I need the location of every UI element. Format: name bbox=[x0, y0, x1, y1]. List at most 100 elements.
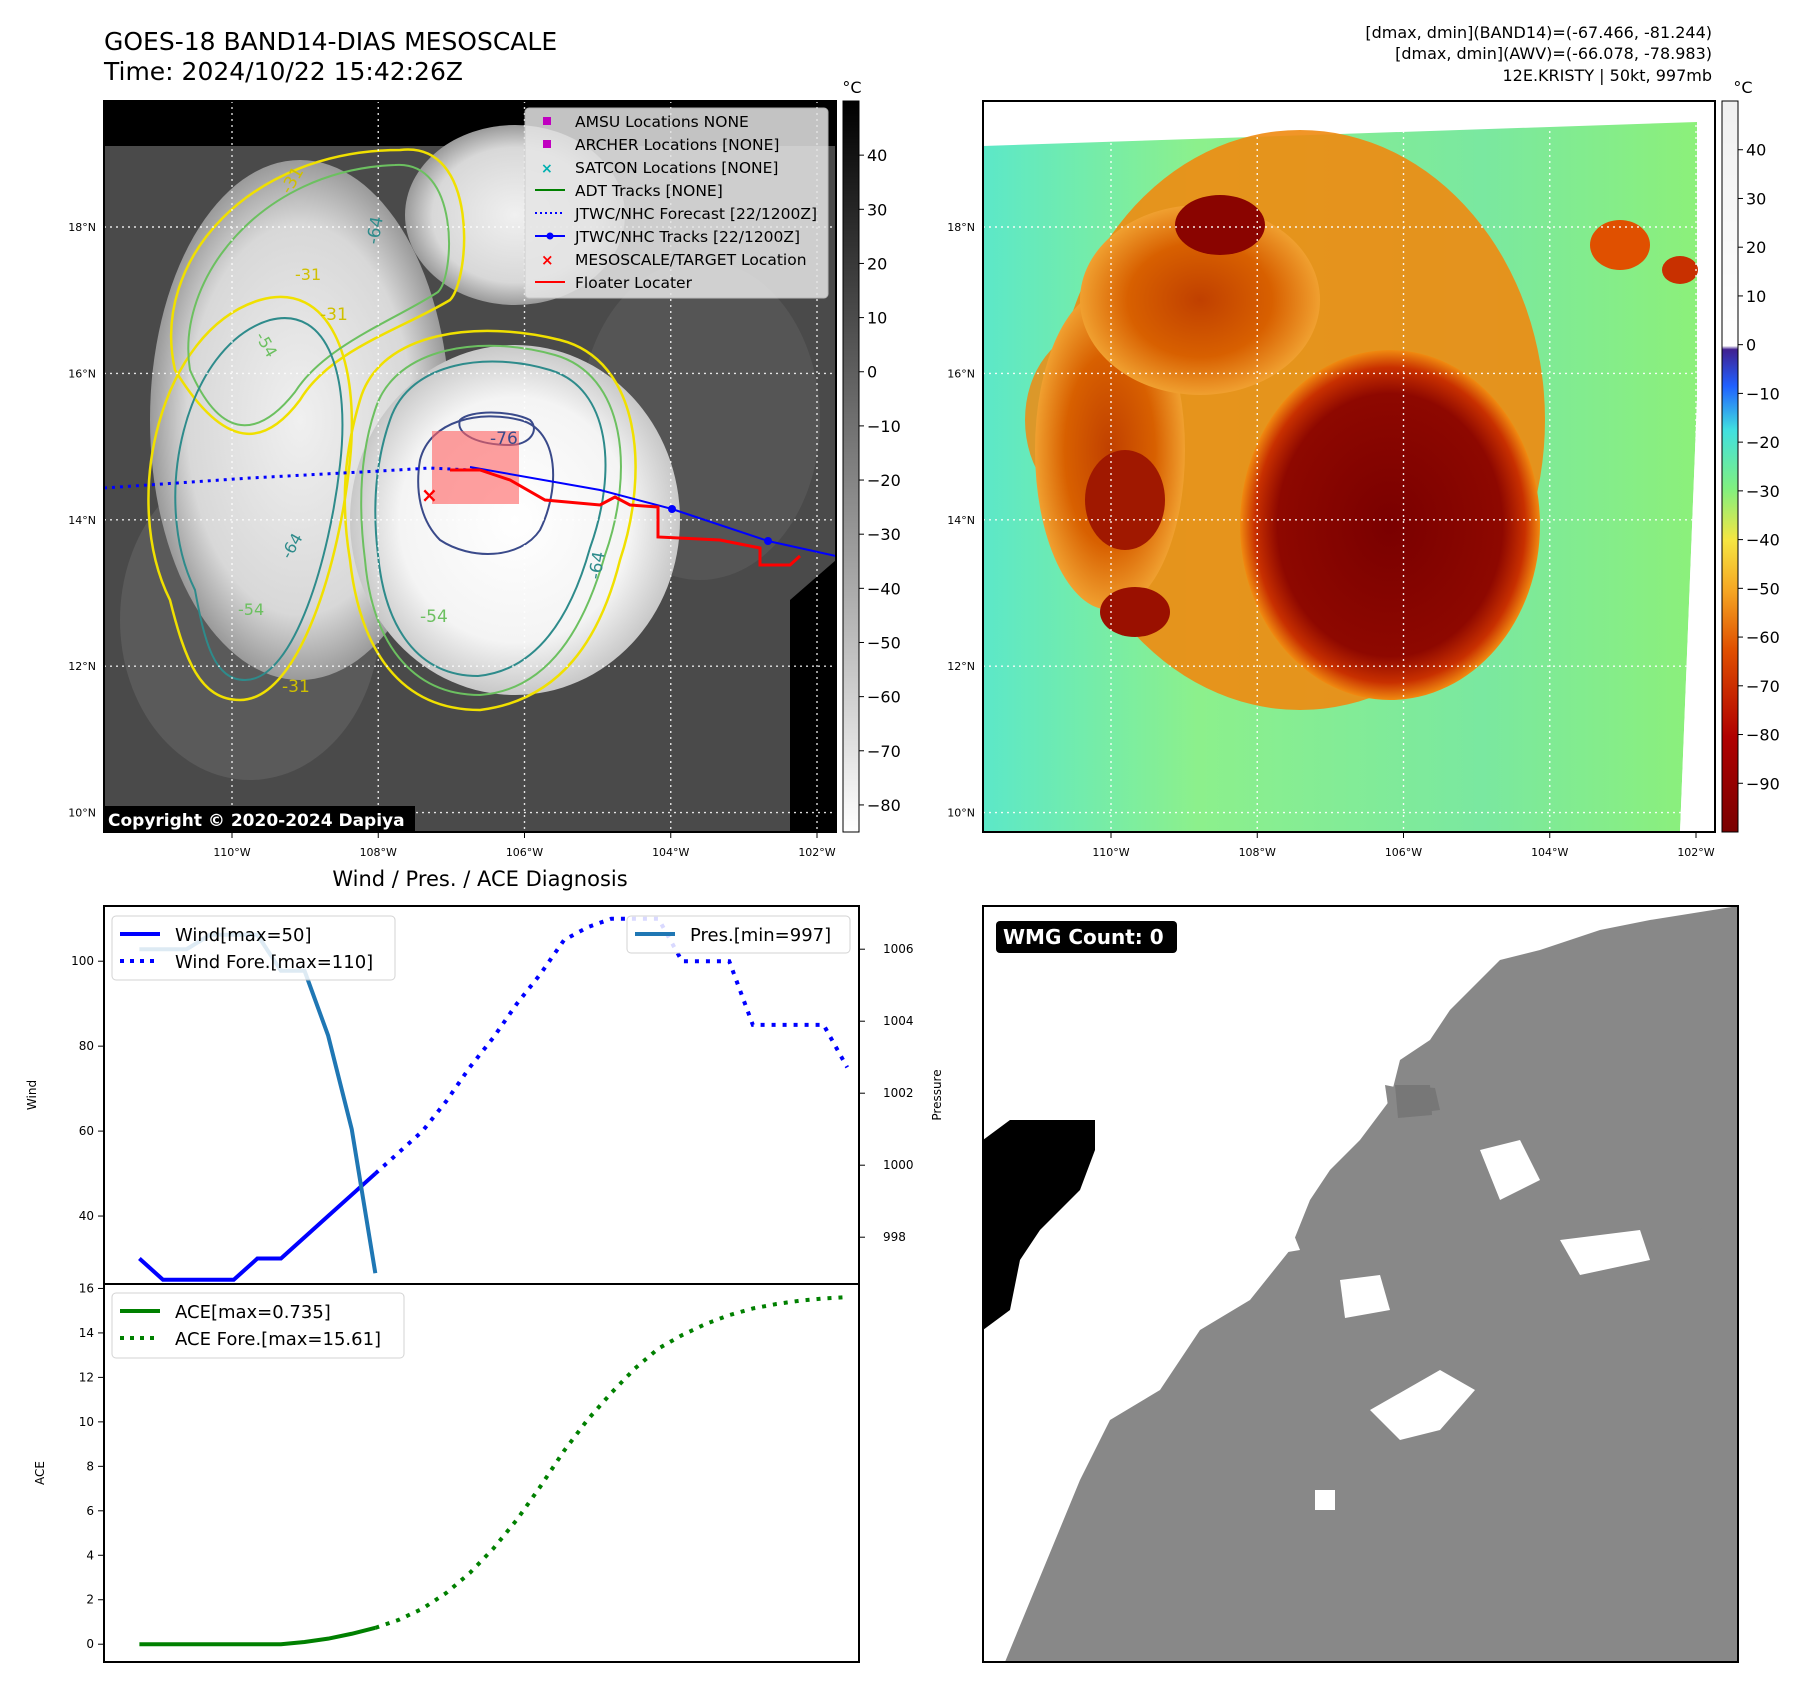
ace-legend-item: ACE Fore.[max=15.61] bbox=[175, 1329, 381, 1350]
colorbar-tick-label: −20 bbox=[867, 471, 901, 490]
pressure-tick-label: 1006 bbox=[883, 942, 914, 956]
target-location-marker: × bbox=[421, 483, 438, 507]
ace-tick-label: 4 bbox=[86, 1548, 94, 1562]
legend-item: MESOSCALE/TARGET Location bbox=[575, 251, 807, 269]
ace-axis-label: ACE bbox=[33, 1461, 47, 1485]
lon-tick-label: 104°W bbox=[1531, 846, 1568, 859]
lon-tick-label: 106°W bbox=[506, 846, 543, 859]
copyright-badge bbox=[103, 806, 415, 832]
pressure-tick-label: 1002 bbox=[883, 1086, 914, 1100]
ace-tick-label: 0 bbox=[86, 1637, 94, 1651]
series-line-1 bbox=[373, 916, 849, 1176]
colorbar-tick-label: 30 bbox=[867, 200, 887, 219]
lat-tick-label: 10°N bbox=[68, 807, 96, 820]
contour-label: -54 bbox=[420, 607, 448, 627]
wind-tick-label: 100 bbox=[71, 954, 94, 968]
lat-tick-label: 16°N bbox=[947, 367, 975, 380]
colorbar-tick-label: −40 bbox=[1746, 531, 1780, 550]
lat-tick-label: 14°N bbox=[947, 514, 975, 527]
floater-locater-line bbox=[450, 468, 802, 567]
colorbar-tick-label: 0 bbox=[1746, 336, 1756, 355]
colorbar-tick-label: −80 bbox=[1746, 726, 1780, 745]
legend-item: AMSU Locations NONE bbox=[575, 113, 749, 131]
colorbar-tick-label: −90 bbox=[1746, 774, 1780, 793]
colorbar-tick-label: −10 bbox=[1746, 384, 1780, 403]
legend-item: Floater Locater bbox=[575, 274, 693, 292]
lat-tick-label: 14°N bbox=[68, 514, 96, 527]
colorbar-tick-label: 10 bbox=[1746, 287, 1766, 306]
lon-tick-label: 102°W bbox=[798, 846, 835, 859]
colorbar-tick-label: −70 bbox=[1746, 677, 1780, 696]
lon-tick-label: 108°W bbox=[360, 846, 397, 859]
contour-label: -54 bbox=[238, 600, 264, 619]
contour-label: -76 bbox=[490, 429, 518, 449]
wmg-dark-region bbox=[983, 1120, 1095, 1330]
colorbar-tick-label: −70 bbox=[867, 742, 901, 761]
legend-item: JTWC/NHC Tracks [22/1200Z] bbox=[574, 228, 800, 246]
ace-tick-label: 16 bbox=[79, 1281, 94, 1295]
colorbar-tick-label: −40 bbox=[867, 579, 901, 598]
wmg-count-label: WMG Count: 0 bbox=[1003, 925, 1164, 949]
lat-tick-label: 10°N bbox=[947, 807, 975, 820]
ace-panel: 0 2 4 6 8 10 12 14 16 ACE ACE[max=0.735] ACE For… bbox=[33, 1281, 860, 1663]
legend-item: JTWC/NHC Forecast [22/1200Z] bbox=[574, 205, 817, 223]
ace-legend-item: ACE[max=0.735] bbox=[175, 1302, 331, 1323]
ace-tick-label: 8 bbox=[86, 1459, 94, 1473]
band14-range-label: [dmax, dmin](BAND14)=(-67.466, -81.244) bbox=[1365, 23, 1712, 42]
wind-axis-label: Wind bbox=[25, 1080, 39, 1110]
pressure-tick-label: 1000 bbox=[883, 1158, 914, 1172]
colorbar-tick-label: 20 bbox=[1746, 238, 1766, 257]
lat-tick-label: 12°N bbox=[947, 660, 975, 673]
ace-tick-label: 14 bbox=[79, 1326, 94, 1340]
lat-tick-label: 12°N bbox=[68, 660, 96, 673]
awv-range-label: [dmax, dmin](AWV)=(-66.078, -78.983) bbox=[1395, 44, 1712, 63]
colorbar-tick-label: 40 bbox=[867, 146, 887, 165]
lat-tick-label: 18°N bbox=[947, 221, 975, 234]
wind-tick-label: 80 bbox=[79, 1039, 94, 1053]
wind-pressure-panel: 40 60 80 100 998 1000 1002 1004 1006 Wind Pressu… bbox=[25, 905, 944, 1285]
map-legend: AMSU Locations NONE ARCHER Locations [NO… bbox=[524, 107, 829, 299]
legend-item: ARCHER Locations [NONE] bbox=[575, 136, 779, 154]
lon-tick-label: 110°W bbox=[1092, 846, 1129, 859]
colorbar-tick-label: −50 bbox=[1746, 579, 1780, 598]
satcon-marker-icon: × bbox=[541, 161, 553, 177]
track-point bbox=[668, 505, 676, 513]
colorbar-tick-label: −60 bbox=[867, 688, 901, 707]
colorbar-tick-label: −30 bbox=[867, 525, 901, 544]
colorbar-tick-label: 30 bbox=[1746, 189, 1766, 208]
legend-item: SATCON Locations [NONE] bbox=[575, 159, 778, 177]
colorbar-tick-label: 40 bbox=[1746, 141, 1766, 160]
colorbar-tick-label: 0 bbox=[867, 363, 877, 382]
contour-label: -64 bbox=[585, 550, 610, 581]
colorbar-tick-label: −30 bbox=[1746, 482, 1780, 501]
colorbar-tick-label: −60 bbox=[1746, 628, 1780, 647]
track-point bbox=[764, 537, 772, 545]
contour-label: -31 bbox=[282, 677, 310, 697]
wind-tick-label: 60 bbox=[79, 1124, 94, 1138]
wmg-count-badge bbox=[996, 921, 1177, 953]
ace-series-line-0 bbox=[139, 1625, 376, 1647]
lon-tick-label: 106°W bbox=[1385, 846, 1422, 859]
colorbar-tick-label: −20 bbox=[1746, 433, 1780, 452]
map-axis-labels: 18°N 16°N 14°N 12°N 10°N 110°W 108°W 106°W 104°W… bbox=[68, 221, 1715, 859]
contour-label: -31 bbox=[295, 265, 321, 284]
contour-label: -31 bbox=[320, 305, 348, 325]
ace-legend bbox=[111, 1292, 405, 1359]
color-colorbar: °C 40 30 20 10 0 −10 −20 −30 −40 −50 −60 −70 −80 −90 bbox=[1721, 78, 1780, 833]
lat-tick-label: 16°N bbox=[68, 367, 96, 380]
copyright-text: Copyright © 2020-2024 Dapiya bbox=[108, 811, 405, 831]
ace-tick-label: 2 bbox=[86, 1593, 94, 1607]
forecast-track-line bbox=[104, 466, 471, 490]
colorbar-tick-label: −80 bbox=[867, 796, 901, 815]
ace-tick-label: 10 bbox=[79, 1415, 94, 1429]
pressure-legend-item: Pres.[min=997] bbox=[690, 925, 831, 946]
lon-tick-label: 104°W bbox=[652, 846, 689, 859]
contour-label: -64 bbox=[363, 215, 388, 246]
figure-title: GOES-18 BAND14-DIAS MESOSCALE bbox=[104, 27, 557, 56]
lon-tick-label: 108°W bbox=[1239, 846, 1276, 859]
storm-info-label: 12E.KRISTY | 50kt, 997mb bbox=[1503, 66, 1713, 85]
amsu-marker-icon bbox=[543, 117, 551, 125]
wind-legend-item: Wind[max=50] bbox=[175, 925, 312, 946]
diagnosis-title: Wind / Pres. / ACE Diagnosis bbox=[332, 867, 627, 891]
